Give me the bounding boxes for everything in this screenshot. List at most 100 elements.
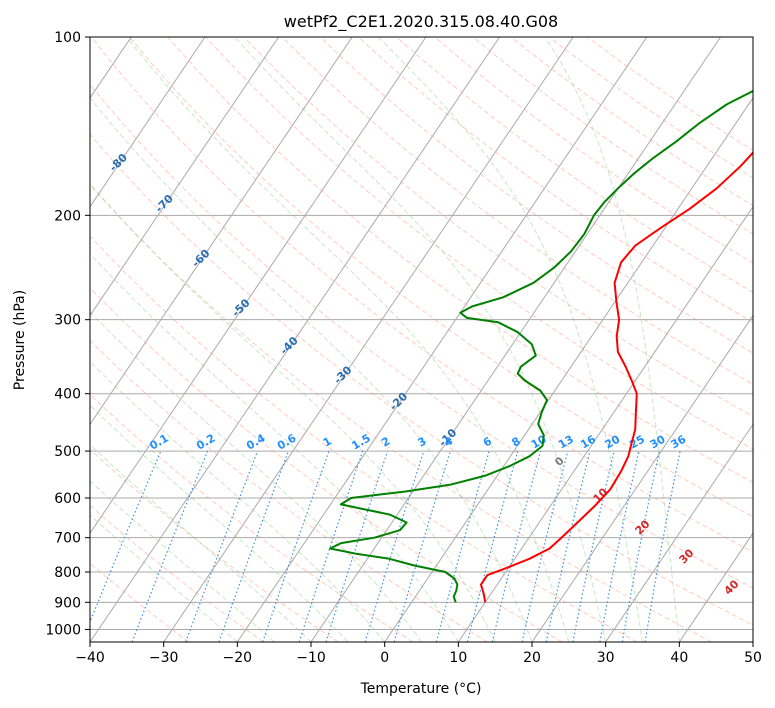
mixing-ratio-line [325, 450, 389, 642]
y-tick-label: 900 [54, 595, 81, 611]
moist-adiabat-line [90, 444, 312, 642]
moist-adiabat-line [90, 404, 349, 642]
moist-adiabat-line [90, 360, 386, 642]
isotherm-line [457, 205, 753, 642]
x-tick-label: −40 [75, 650, 105, 666]
x-tick-label: 40 [670, 650, 688, 666]
mixing-ratio-line [185, 450, 259, 642]
isotherm-line [90, 37, 501, 642]
moist-adiabat-line [544, 37, 680, 642]
mixing-ratio-label: 0.4 [244, 431, 268, 452]
moist-adiabat-label: 20 [633, 517, 653, 537]
mixing-ratio-line [298, 450, 364, 642]
isotherm-line [384, 97, 753, 642]
y-tick-label: 800 [54, 565, 81, 581]
isotherm-line [90, 37, 206, 208]
x-tick-label: 10 [449, 650, 467, 666]
isotherm-line [0, 37, 58, 642]
y-tick-label: 300 [54, 313, 81, 329]
dry-adiabat-line [319, 37, 753, 354]
moist-adiabat-line [90, 183, 496, 642]
mixing-ratio-line [262, 450, 330, 642]
mixing-ratio-label: 13 [556, 433, 576, 452]
x-tick-label: −30 [149, 650, 179, 666]
mixing-ratio-label: 8 [509, 435, 522, 450]
mixing-ratio-label: 3 [415, 435, 428, 450]
dry-adiabat-line [90, 133, 753, 626]
isotherm-line [310, 37, 722, 642]
dry-adiabat-line [243, 37, 753, 417]
isotherm-line [90, 37, 353, 426]
mixing-ratio-line [218, 450, 289, 642]
moist-adiabat-line [90, 480, 275, 642]
dry-adiabat-line [510, 37, 753, 207]
mixing-ratio-line [621, 450, 660, 642]
x-tick-label: −20 [223, 650, 253, 666]
dry-adiabat-line [90, 562, 190, 642]
mixing-ratio-line [435, 450, 490, 642]
mixing-ratio-label: 0.6 [275, 431, 299, 452]
moist-adiabat-line [378, 37, 643, 642]
isotherm-line [90, 37, 280, 317]
isotherm-line [605, 423, 753, 642]
dry-adiabat-line [90, 287, 563, 642]
mixing-ratio-line [90, 450, 162, 624]
x-axis-label: Temperature (°C) [360, 681, 482, 697]
x-tick-label: −10 [296, 650, 326, 666]
y-tick-label: 100 [54, 30, 81, 46]
mixing-ratio-label: 0.2 [194, 432, 217, 453]
mixing-ratio-line [491, 450, 542, 642]
y-tick-label: 200 [54, 208, 81, 224]
dry-adiabat-line [434, 37, 753, 264]
moist-adiabat-label: 0 [552, 454, 567, 469]
axes: −40 −30 −20 −10 0 10 20 30 40 5010020030040050060… [45, 30, 762, 666]
moist-adiabat-line [234, 37, 607, 642]
sounding-traces [329, 89, 753, 603]
y-tick-label: 500 [54, 444, 81, 460]
isotherm-line [90, 37, 427, 535]
y-tick-label: 600 [54, 491, 81, 507]
x-tick-label: 50 [744, 650, 762, 666]
dry-adiabat-line [90, 504, 264, 642]
chart-background-lines [0, 37, 753, 642]
moist-adiabat-line [90, 514, 238, 642]
isotherm-label: -100 [19, 55, 48, 84]
y-tick-label: 400 [54, 387, 81, 403]
dry-adiabat-line [90, 235, 638, 642]
moist-adiabat-line [90, 96, 533, 642]
moist-adiabat-label: 10 [591, 485, 611, 505]
mixing-ratio-label: 1.5 [349, 432, 372, 453]
isotherm-line [531, 314, 753, 642]
chart-title: wetPf2_C2E1.2020.315.08.40.G08 [284, 12, 558, 32]
mixing-ratio-line [364, 450, 425, 642]
mixing-ratio-label: 16 [578, 432, 598, 451]
isotherm-label: -30 [331, 363, 354, 386]
temperature-trace [480, 151, 753, 603]
isotherm-label: -80 [107, 151, 130, 174]
x-tick-label: 0 [380, 650, 389, 666]
isotherm-line [752, 641, 753, 642]
moist-adiabat-line [126, 37, 570, 642]
isotherm-line [163, 37, 574, 642]
isotherm-label: -70 [153, 192, 176, 215]
x-tick-label: 30 [597, 650, 615, 666]
dry-adiabat-line [281, 37, 753, 385]
dry-adiabat-line [90, 339, 488, 642]
dewpoint-trace [329, 89, 753, 603]
isotherm-line [678, 532, 753, 642]
dry-adiabat-line [91, 37, 753, 553]
isotherm-line [236, 37, 648, 642]
mixing-ratio-line [545, 450, 591, 642]
mixing-ratio-line [599, 450, 640, 642]
mixing-ratio-line [466, 450, 519, 642]
dry-adiabat-line [90, 184, 712, 642]
mixing-ratio-line [521, 450, 569, 642]
mixing-ratio-label: 2 [379, 435, 392, 450]
y-tick-label: 700 [54, 531, 81, 547]
dry-adiabat-line [358, 37, 753, 323]
dry-adiabat-line [90, 83, 753, 589]
mixing-ratio-label: 1 [321, 435, 334, 450]
dry-adiabat-line [167, 37, 753, 484]
isotherm-label: -40 [278, 334, 301, 357]
